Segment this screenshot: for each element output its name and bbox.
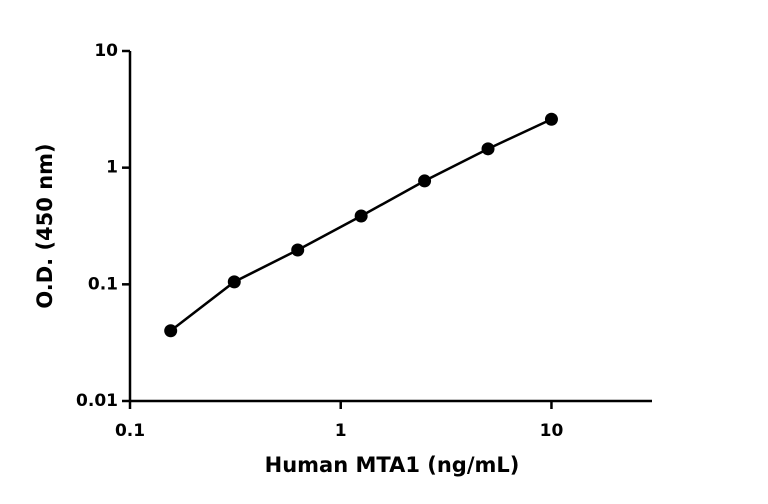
x-axis-label: Human MTA1 (ng/mL): [265, 453, 520, 477]
point: [544, 112, 558, 126]
fit-line: [169, 118, 552, 332]
point: [164, 324, 178, 338]
y-tick-label: 0.1: [88, 274, 118, 294]
y-axis-label: O.D. (450 nm): [33, 143, 57, 308]
x-tick-label: 10: [540, 421, 564, 441]
point: [227, 275, 241, 289]
x-tick-label: 1: [335, 421, 347, 441]
point: [291, 243, 305, 257]
y-tick-label: 10: [94, 41, 118, 61]
point: [418, 174, 432, 188]
x-tick-label: 0.1: [115, 421, 145, 441]
point: [481, 142, 495, 156]
y-tick-label: 0.01: [76, 391, 118, 411]
y-tick-label: 1: [106, 158, 118, 178]
point: [354, 209, 368, 223]
